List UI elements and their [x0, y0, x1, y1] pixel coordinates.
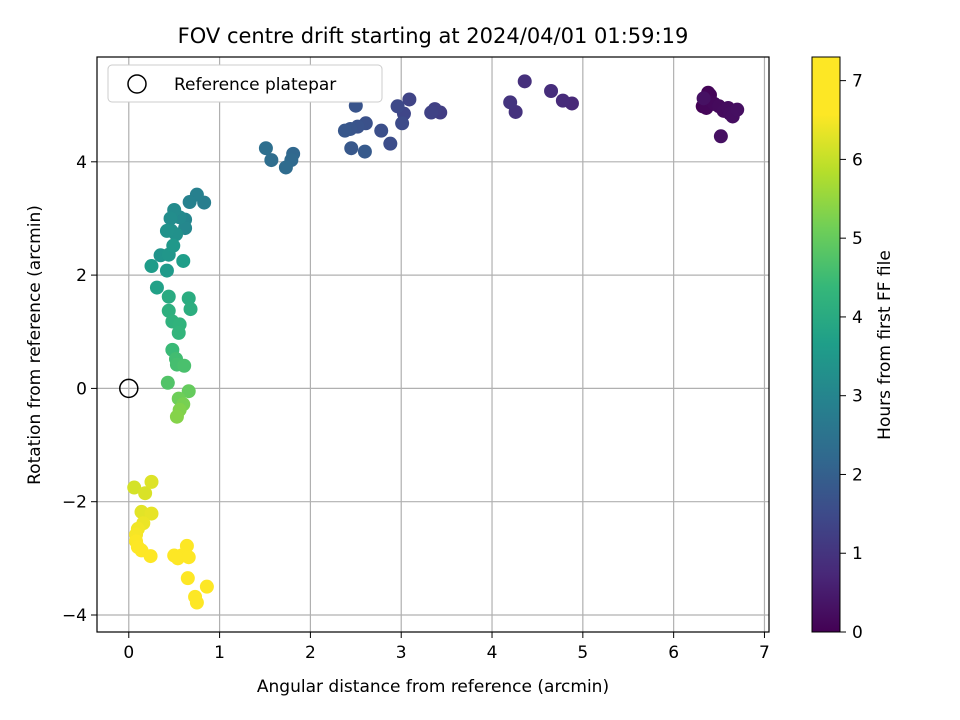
legend-box [107, 64, 383, 103]
y-axis-label: Rotation from reference (arcmin) [25, 205, 45, 485]
legend-marker [127, 74, 147, 94]
data-point [402, 92, 417, 107]
data-point [144, 474, 159, 489]
data-point [503, 95, 518, 110]
data-point [374, 123, 389, 138]
data-point [181, 291, 196, 306]
data-point [181, 384, 196, 399]
data-point [555, 93, 570, 108]
y-tick-label: −4 [62, 606, 87, 626]
data-point [166, 238, 181, 253]
data-point [171, 325, 186, 340]
legend-label: Reference platepar [174, 75, 336, 95]
data-points [127, 74, 745, 610]
colorbar-tick-label: 4 [852, 308, 863, 328]
chart-title: FOV centre drift starting at 2024/04/01 … [178, 24, 689, 48]
y-tick-label: 4 [76, 153, 87, 173]
data-point [161, 289, 176, 304]
colorbar-tick-label: 2 [852, 465, 863, 485]
reference-platepar-marker [119, 378, 139, 399]
legend: Reference platepar [107, 64, 383, 103]
data-point [144, 259, 159, 274]
data-point [390, 99, 405, 114]
x-tick-label: 5 [577, 643, 588, 663]
data-point [180, 571, 195, 586]
data-point [160, 375, 175, 390]
y-tick-label: 2 [76, 266, 87, 286]
data-point [395, 116, 410, 131]
data-point [163, 211, 178, 226]
data-point [517, 74, 532, 89]
colorbar-tick-label: 3 [852, 387, 863, 407]
colorbar-tick-label: 5 [852, 229, 863, 249]
data-point [544, 83, 559, 98]
data-point [169, 409, 184, 424]
colorbar-tick-label: 6 [852, 150, 863, 170]
data-point [278, 160, 293, 175]
data-point [176, 253, 191, 268]
data-point [182, 195, 197, 210]
data-point [143, 549, 158, 564]
data-point [189, 595, 204, 610]
colorbar-tick-label: 1 [852, 544, 863, 564]
data-point [344, 141, 359, 156]
colorbar-tick-label: 0 [852, 623, 863, 643]
x-tick-label: 4 [487, 643, 498, 663]
data-point [424, 105, 439, 120]
x-tick-label: 6 [668, 643, 679, 663]
data-point [144, 506, 159, 521]
data-point [183, 302, 198, 317]
colorbar-tick-label: 7 [852, 72, 863, 92]
y-tick-label: −2 [62, 493, 87, 513]
data-point [181, 550, 196, 565]
x-tick-label: 2 [305, 643, 316, 663]
x-tick-label: 0 [123, 643, 134, 663]
colorbar-ticks: 0 1 2 3 4 5 6 7 [840, 72, 863, 643]
colorbar-label: Hours from first FF file [875, 250, 895, 440]
data-point [161, 303, 176, 318]
y-tick-label: 0 [76, 379, 87, 399]
x-tick-label: 1 [214, 643, 225, 663]
data-point [337, 123, 352, 138]
data-point [713, 129, 728, 144]
plot-frame [96, 56, 770, 633]
x-axis-ticks: 0 1 2 3 4 5 6 7 [123, 632, 770, 663]
data-point [177, 358, 192, 373]
data-point [149, 280, 164, 295]
data-point [159, 263, 174, 278]
x-tick-label: 3 [396, 643, 407, 663]
data-point [383, 136, 398, 151]
y-axis-ticks: −4 −2 0 2 4 [62, 153, 97, 626]
data-point [258, 141, 273, 156]
data-point [179, 538, 194, 553]
colorbar-gradient [811, 56, 841, 633]
data-point [199, 579, 214, 594]
data-point [264, 153, 279, 168]
data-point [696, 91, 711, 106]
colorbar: 0 1 2 3 4 5 6 7 Hours from first FF file [811, 56, 895, 643]
data-point [170, 551, 185, 566]
x-tick-label: 7 [759, 643, 770, 663]
data-point [127, 480, 142, 495]
data-point [730, 102, 745, 117]
data-point [159, 223, 174, 238]
grid-lines [97, 57, 769, 632]
x-axis-label: Angular distance from reference (arcmin) [257, 677, 609, 697]
data-point [357, 144, 372, 159]
data-point [138, 486, 153, 501]
